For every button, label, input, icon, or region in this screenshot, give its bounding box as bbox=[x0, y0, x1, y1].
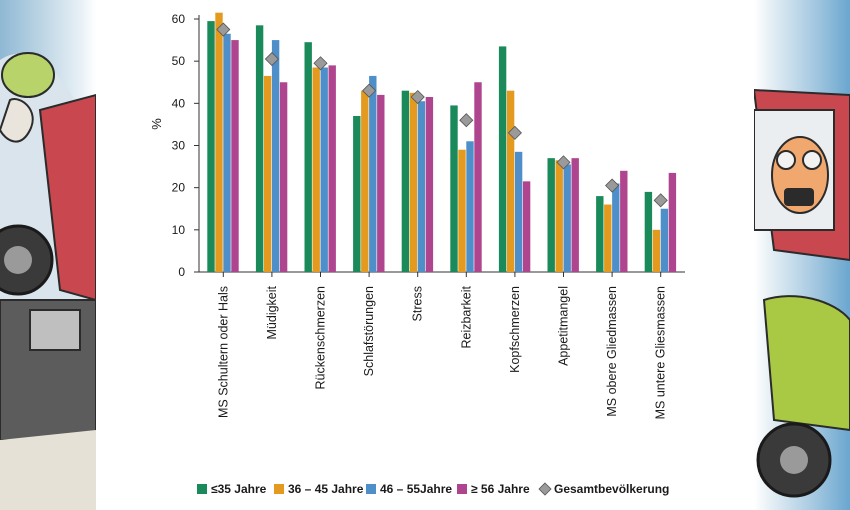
bar bbox=[304, 42, 312, 272]
chart-overlay-markers bbox=[216, 22, 668, 208]
chart-legend: ≤35 Jahre 36 – 45 Jahre 46 – 55Jahre ≥ 56 J… bbox=[197, 482, 669, 496]
x-category-label: MS untere Gliesmassen bbox=[654, 286, 668, 419]
legend-swatch bbox=[274, 484, 284, 494]
bar bbox=[668, 172, 677, 272]
bar bbox=[263, 75, 272, 272]
bar bbox=[425, 97, 434, 272]
bar bbox=[506, 90, 515, 272]
x-category-label: MS Schultern oder Hals bbox=[216, 286, 230, 418]
overlay-marker bbox=[507, 125, 522, 140]
legend-swatch bbox=[538, 482, 552, 496]
bar bbox=[547, 158, 555, 272]
left-illustration bbox=[0, 0, 96, 510]
bar bbox=[231, 40, 239, 273]
x-category-label: Kopfschmerzen bbox=[508, 286, 522, 373]
bar bbox=[409, 92, 418, 273]
legend-label: Gesamtbevölkerung bbox=[554, 482, 669, 496]
bar bbox=[644, 191, 653, 272]
bar bbox=[466, 141, 474, 272]
bar bbox=[458, 149, 466, 272]
bar bbox=[417, 101, 426, 272]
bar bbox=[215, 12, 223, 273]
right-illustration bbox=[754, 0, 850, 510]
legend-swatch bbox=[366, 484, 376, 494]
x-category-label: Schlafstörungen bbox=[362, 286, 376, 376]
legend-label: ≥ 56 Jahre bbox=[471, 482, 530, 496]
overlay-marker bbox=[605, 178, 620, 193]
bar bbox=[514, 151, 523, 272]
bar bbox=[361, 90, 369, 272]
overlay-marker bbox=[556, 155, 571, 170]
bar bbox=[522, 181, 531, 272]
bar bbox=[498, 46, 507, 273]
bar bbox=[328, 65, 336, 272]
y-tick-label: 10 bbox=[172, 223, 186, 237]
y-axis-label: % bbox=[149, 118, 164, 130]
x-category-label: Rückenschmerzen bbox=[314, 286, 328, 390]
bar bbox=[401, 90, 410, 272]
bar bbox=[320, 67, 328, 272]
x-category-label: MS obere Gliedmassen bbox=[605, 286, 619, 417]
y-tick-label: 0 bbox=[178, 265, 185, 279]
legend-swatch bbox=[197, 484, 207, 494]
bar bbox=[604, 204, 612, 272]
bar bbox=[255, 25, 264, 273]
x-category-label: Müdigkeit bbox=[265, 285, 279, 339]
bar bbox=[474, 82, 482, 272]
x-category-label: Reizbarkeit bbox=[459, 285, 473, 348]
y-tick-label: 20 bbox=[172, 181, 186, 195]
overlay-marker bbox=[313, 56, 328, 71]
overlay-marker bbox=[264, 51, 279, 67]
y-tick-label: 50 bbox=[172, 54, 186, 68]
overlay-marker bbox=[653, 193, 668, 208]
overlay-marker bbox=[362, 83, 377, 98]
bar bbox=[612, 183, 620, 272]
bar bbox=[279, 82, 288, 272]
overlay-marker bbox=[459, 113, 474, 128]
bar bbox=[223, 33, 231, 273]
bar bbox=[369, 75, 377, 272]
chart-category-labels: MS Schultern oder Hals Müdigkeit Rückensch… bbox=[216, 272, 668, 419]
bar bbox=[353, 115, 361, 272]
legend-label: ≤35 Jahre bbox=[211, 482, 267, 496]
y-tick-label: 60 bbox=[172, 12, 186, 26]
bar bbox=[450, 105, 458, 272]
bar bbox=[571, 158, 579, 272]
bar bbox=[652, 229, 661, 272]
bar bbox=[377, 94, 385, 273]
bar bbox=[620, 170, 628, 272]
y-tick-label: 30 bbox=[172, 139, 186, 153]
legend-swatch bbox=[457, 484, 467, 494]
bar bbox=[312, 67, 320, 272]
legend-label: 46 – 55Jahre bbox=[380, 482, 452, 496]
x-category-label: Stress bbox=[411, 286, 425, 321]
bar bbox=[660, 208, 669, 272]
legend-label: 36 – 45 Jahre bbox=[288, 482, 364, 496]
bar bbox=[207, 21, 215, 272]
bar bbox=[563, 164, 571, 272]
x-category-label: Appetitmangel bbox=[557, 286, 571, 366]
bar bbox=[555, 160, 563, 272]
y-tick-label: 40 bbox=[172, 96, 186, 110]
overlay-marker bbox=[410, 89, 425, 105]
overlay-marker bbox=[216, 22, 231, 37]
chart-bars bbox=[207, 12, 677, 273]
bar bbox=[596, 196, 604, 272]
bar bbox=[271, 40, 280, 273]
